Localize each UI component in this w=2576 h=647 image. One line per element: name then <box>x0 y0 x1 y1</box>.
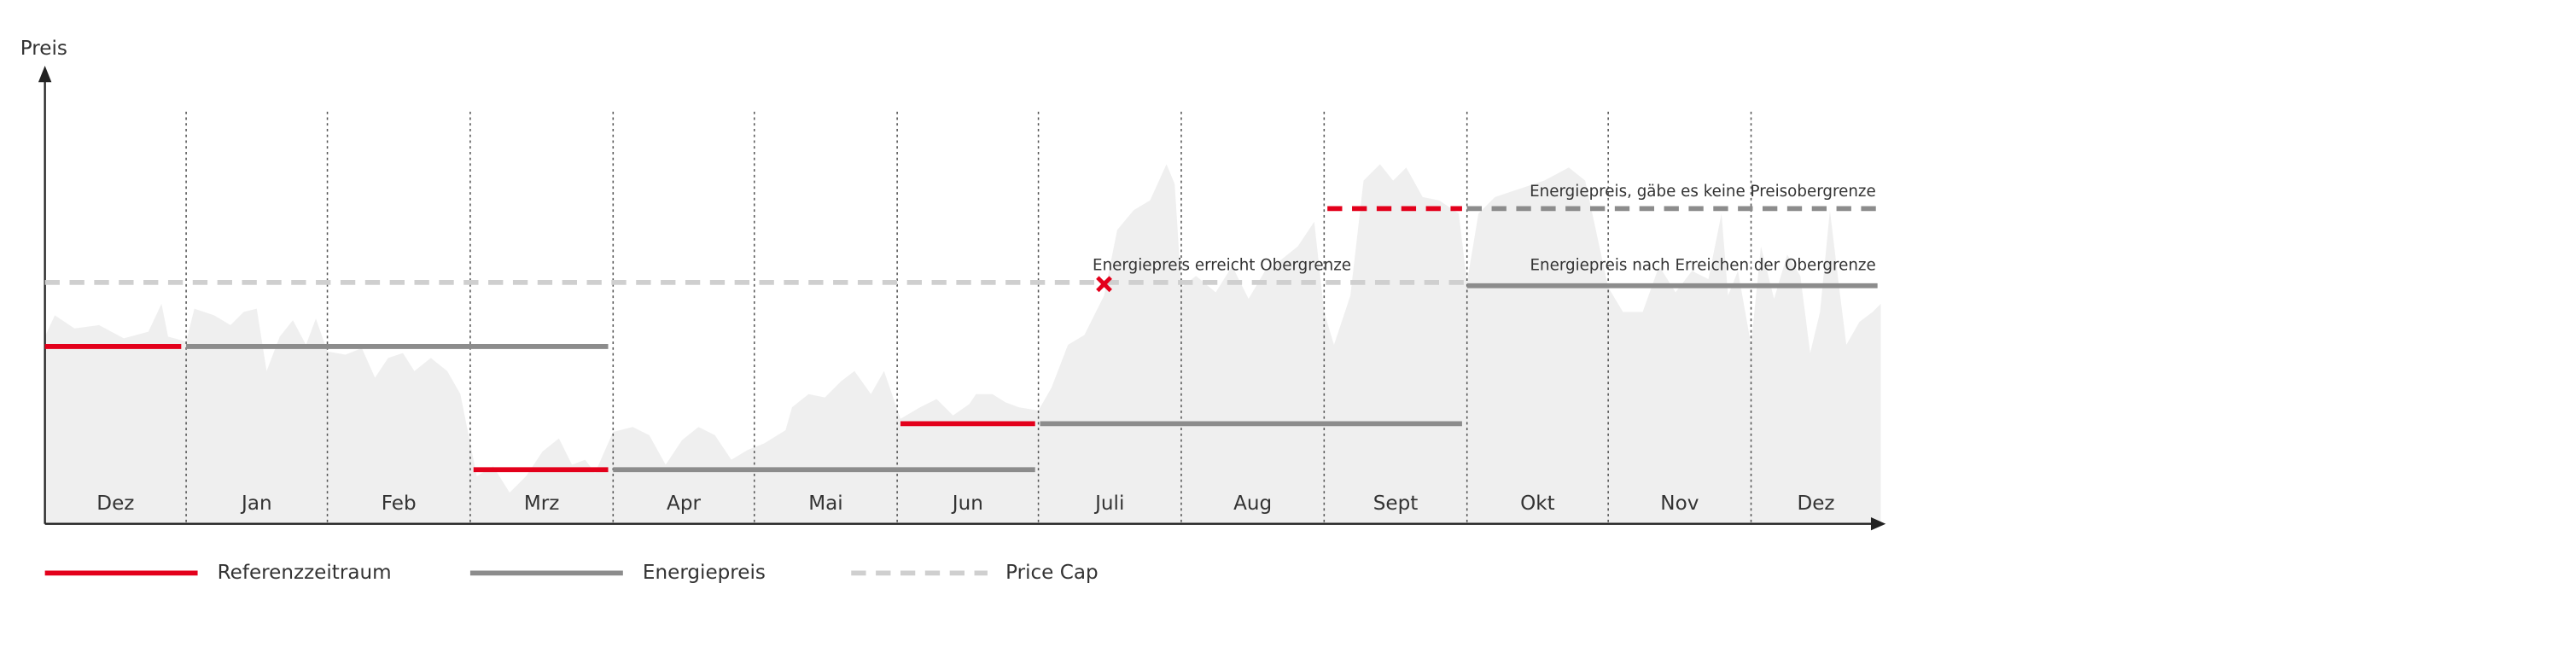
legend-label: Referenzzeitraum <box>218 562 392 584</box>
annotation: Energiepreis, gäbe es keine Preisobergre… <box>1530 183 1876 201</box>
legend-label: Energiepreis <box>643 562 766 584</box>
month-label: Sept <box>1373 493 1419 515</box>
month-label: Jun <box>951 493 983 515</box>
annotation: Energiepreis nach Erreichen der Obergren… <box>1530 257 1875 275</box>
x-axis-arrow <box>1870 517 1886 531</box>
month-labels: Dez Jan Feb Mrz Apr Mai Jun Juli Aug Sept Okt Nov De… <box>96 493 1834 515</box>
legend: Referenzzeitraum Energiepreis Price Cap <box>44 562 1099 584</box>
month-label: Feb <box>382 493 417 515</box>
month-label: Mrz <box>524 493 560 515</box>
annotation: Energiepreis erreicht Obergrenze <box>1093 257 1351 275</box>
month-label: Okt <box>1520 493 1555 515</box>
month-label: Apr <box>667 493 701 515</box>
price-lines <box>44 206 1878 473</box>
price-area <box>44 164 1881 524</box>
legend-label: Price Cap <box>1005 562 1099 584</box>
y-axis-arrow <box>38 65 52 83</box>
month-label: Nov <box>1660 493 1699 515</box>
y-axis-label: Preis <box>20 38 67 60</box>
month-label: Jan <box>240 493 272 515</box>
cap-marker <box>1096 276 1112 293</box>
month-label: Aug <box>1233 493 1272 515</box>
month-label: Mai <box>808 493 842 515</box>
month-label: Dez <box>1797 493 1834 515</box>
month-label: Juli <box>1093 493 1124 515</box>
month-label: Dez <box>96 493 134 515</box>
